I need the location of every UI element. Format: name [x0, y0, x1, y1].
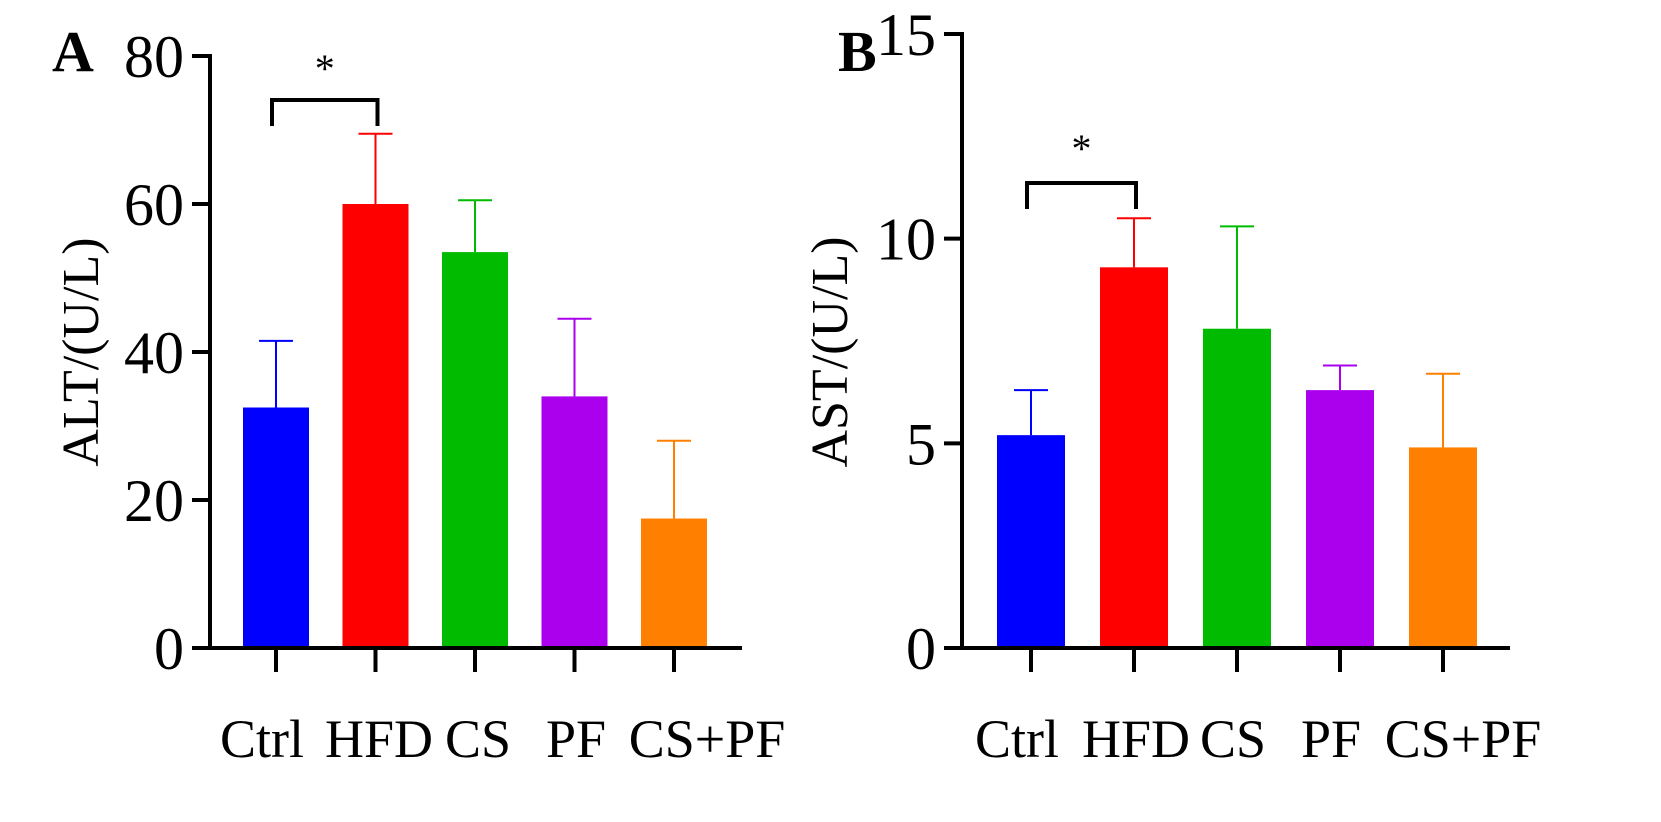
plot-area-a: 0 20 40 60 80 Ctrl HFD CS PF CS+PF * — [124, 24, 785, 769]
significance-bracket-a — [270, 98, 380, 126]
x-tick-label-b-ctrl: Ctrl — [975, 709, 1059, 769]
bar-b-hfd — [1100, 267, 1168, 648]
panel-b: B AST/(U/L) 0 5 10 15 Ctrl HFD CS PF CS+PF * — [802, 2, 1541, 769]
y-tick-label-a-4: 80 — [124, 24, 184, 90]
y-tick-label-a-2: 40 — [124, 320, 184, 386]
x-tick-label-b-pf: PF — [1301, 709, 1361, 769]
y-tick-label-b-2: 10 — [876, 207, 936, 273]
bar-b-pf — [1306, 390, 1374, 648]
plot-area-b: 0 5 10 15 Ctrl HFD CS PF CS+PF * — [876, 2, 1541, 769]
significance-label-b: * — [1072, 126, 1092, 171]
y-axis-title-a: ALT/(U/L) — [53, 237, 110, 466]
bar-b-cs-pf — [1409, 447, 1477, 648]
significance-label-a: * — [315, 46, 335, 91]
y-tick-label-a-3: 60 — [124, 172, 184, 238]
y-tick-label-a-1: 20 — [124, 468, 184, 534]
bar-a-hfd — [342, 204, 409, 648]
panel-letter-a: A — [52, 19, 94, 84]
x-tick-label-b-cs-pf: CS+PF — [1385, 709, 1542, 769]
bar-a-cs — [442, 252, 508, 648]
x-tick-label-a-hfd: HFD — [325, 709, 433, 769]
bar-b-cs — [1203, 328, 1271, 648]
x-tick-label-a-pf: PF — [546, 709, 606, 769]
x-tick-label-a-cs-pf: CS+PF — [629, 709, 786, 769]
y-tick-label-b-3: 15 — [876, 2, 936, 68]
y-tick-label-b-0: 0 — [906, 616, 936, 682]
bar-b-ctrl — [997, 435, 1065, 648]
bar-a-pf — [541, 396, 608, 648]
x-tick-label-a-cs: CS — [445, 709, 511, 769]
panel-letter-b: B — [838, 19, 877, 84]
y-tick-label-b-1: 5 — [906, 411, 936, 477]
x-tick-label-b-cs: CS — [1200, 709, 1266, 769]
y-axis-title-b: AST/(U/L) — [802, 236, 859, 467]
panel-a: A ALT/(U/L) 0 20 40 60 80 Ctrl HFD CS PF CS+PF * — [52, 19, 785, 769]
x-tick-label-a-ctrl: Ctrl — [220, 709, 304, 769]
bar-a-cs-pf — [641, 518, 707, 648]
significance-bracket-b — [1025, 181, 1138, 209]
bar-a-ctrl — [243, 407, 309, 648]
x-tick-label-b-hfd: HFD — [1082, 709, 1190, 769]
y-tick-label-a-0: 0 — [154, 616, 184, 682]
